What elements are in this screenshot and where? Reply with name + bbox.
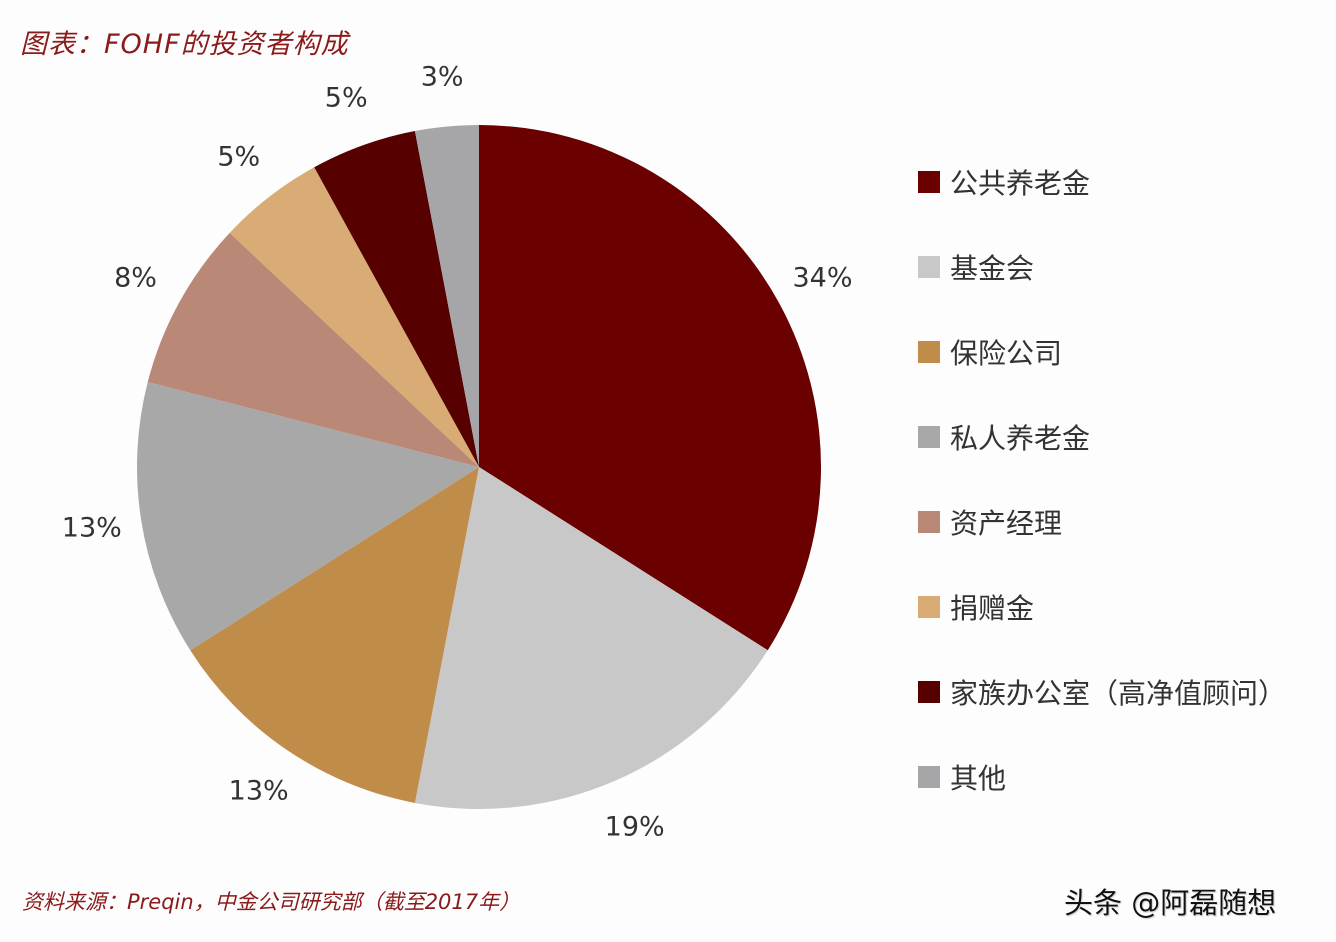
legend-label: 资产经理 bbox=[950, 507, 1063, 540]
pie-data-label: 34% bbox=[792, 262, 853, 294]
legend-label: 私人养老金 bbox=[950, 422, 1091, 455]
legend-label: 捐赠金 bbox=[950, 592, 1035, 625]
legend-swatch bbox=[918, 681, 940, 703]
legend-swatch bbox=[918, 766, 940, 788]
pie-slice bbox=[414, 125, 479, 467]
pie-data-label: 5% bbox=[217, 141, 261, 173]
legend-swatch bbox=[918, 596, 940, 618]
pie-slice bbox=[190, 467, 479, 803]
legend-swatch bbox=[918, 511, 940, 533]
source-note: 资料来源：Preqin，中金公司研究部（截至2017年） bbox=[22, 890, 521, 914]
legend-item: 其他 bbox=[918, 757, 1006, 797]
pie-slice bbox=[479, 125, 821, 651]
pie-slice bbox=[314, 131, 479, 468]
pie-slice bbox=[229, 167, 479, 468]
legend-item: 捐赠金 bbox=[918, 587, 1034, 627]
legend-item: 资产经理 bbox=[918, 502, 1062, 542]
pie-data-label: 19% bbox=[604, 811, 665, 843]
legend-item: 私人养老金 bbox=[918, 417, 1090, 457]
legend-label: 基金会 bbox=[950, 252, 1035, 285]
legend-swatch bbox=[918, 256, 940, 278]
pie-data-label: 13% bbox=[61, 512, 122, 544]
legend-label: 保险公司 bbox=[950, 337, 1063, 370]
legend-item: 基金会 bbox=[918, 247, 1034, 287]
legend-label: 公共养老金 bbox=[950, 167, 1091, 200]
legend-item: 公共养老金 bbox=[918, 162, 1090, 202]
legend-swatch bbox=[918, 171, 940, 193]
pie-slice bbox=[414, 467, 768, 810]
pie-slice bbox=[147, 232, 479, 467]
pie-data-label: 8% bbox=[114, 262, 157, 294]
pie-slice bbox=[137, 381, 479, 651]
chart-title: 图表：FOHF的投资者构成 bbox=[20, 29, 349, 60]
legend-item: 家族办公室（高净值顾问） bbox=[918, 672, 1286, 712]
legend-label: 其他 bbox=[950, 762, 1007, 795]
legend-label: 家族办公室（高净值顾问） bbox=[950, 677, 1287, 710]
pie-data-label: 13% bbox=[228, 775, 289, 807]
pie-data-label: 5% bbox=[324, 82, 368, 114]
legend-item: 保险公司 bbox=[918, 332, 1062, 372]
pie-data-label: 3% bbox=[420, 61, 464, 93]
watermark: 头条 @阿磊随想 bbox=[1064, 886, 1277, 920]
legend-swatch bbox=[918, 426, 940, 448]
legend-swatch bbox=[918, 341, 940, 363]
